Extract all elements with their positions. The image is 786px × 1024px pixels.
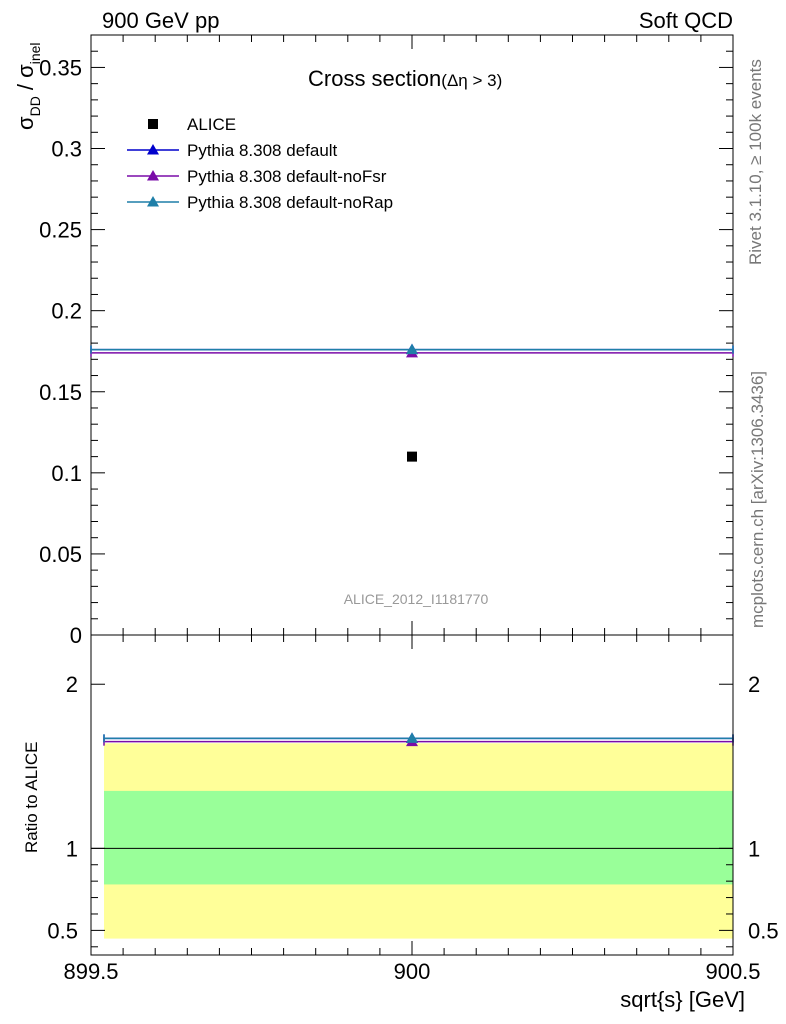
y-tick-label: 0.35 <box>39 55 82 80</box>
main-ticks <box>90 35 734 636</box>
y-axis-title: σDD / σinel <box>13 42 43 130</box>
chart-title-sub: (Δη > 3) <box>441 71 502 90</box>
ratio-tick-label-left: 2 <box>66 672 78 697</box>
rivet-note: Rivet 3.1.10, ≥ 100k events <box>746 59 765 265</box>
x-tick-label: 900 <box>394 959 431 984</box>
x-axis-title: sqrt{s} [GeV] <box>620 987 745 1012</box>
x-tick-label: 899.5 <box>63 959 118 984</box>
header-left: 900 GeV pp <box>102 8 219 33</box>
ratio-band-inner <box>104 790 733 885</box>
y-axis-sigma-dd: σ <box>13 116 38 130</box>
analysis-watermark: ALICE_2012_I1181770 <box>344 591 489 607</box>
legend-label: Pythia 8.308 default-noFsr <box>187 167 387 186</box>
ratio-tick-label-left: 1 <box>66 836 78 861</box>
legend-label: Pythia 8.308 default <box>187 141 338 160</box>
y-tick-label: 0 <box>70 623 82 648</box>
y-tick-label: 0.2 <box>51 299 82 324</box>
header-right: Soft QCD <box>639 8 733 33</box>
ratio-tick-label-right: 0.5 <box>748 918 779 943</box>
x-tick-label: 900.5 <box>705 959 760 984</box>
y-axis-sub-dd: DD <box>27 96 43 116</box>
ratio-series-marker <box>406 732 418 743</box>
legend-marker <box>148 119 158 129</box>
ratio-tick-label-right: 2 <box>748 672 760 697</box>
ratio-bands <box>91 743 733 939</box>
main-panel: 0 0.05 0.1 0.15 0.2 0.25 0.3 0.35 Cross section… <box>13 34 734 648</box>
alice-data-point <box>407 451 417 462</box>
main-tick-labels: 0 0.05 0.1 0.15 0.2 0.25 0.3 0.35 <box>39 55 82 648</box>
chart-title-main: Cross section <box>308 66 441 91</box>
main-series <box>90 343 734 462</box>
ratio-series <box>103 732 734 747</box>
legend-marker <box>147 170 159 181</box>
ratio-y-axis-title: Ratio to ALICE <box>22 741 41 853</box>
legend: ALICE Pythia 8.308 default Pythia 8.308 de… <box>127 115 393 212</box>
y-tick-label: 0.3 <box>51 137 82 162</box>
chart-title: Cross section(Δη > 3) <box>308 66 502 91</box>
x-tick-labels: 899.5 900 900.5 <box>63 959 760 984</box>
legend-marker <box>147 144 159 155</box>
y-tick-label: 0.15 <box>39 380 82 405</box>
legend-marker <box>147 196 159 207</box>
ratio-tick-label-right: 1 <box>748 836 760 861</box>
legend-label: Pythia 8.308 default-noRap <box>187 193 393 212</box>
ratio-tick-labels: 0.5 0.5 1 1 2 2 <box>47 672 778 943</box>
mc-series-marker <box>406 343 418 355</box>
legend-label: ALICE <box>187 115 236 134</box>
ratio-tick-label-left: 0.5 <box>47 918 78 943</box>
y-axis-sigma-inel: / σ <box>13 64 38 96</box>
ratio-ticks <box>90 635 734 955</box>
y-tick-label: 0.1 <box>51 461 82 486</box>
y-tick-label: 0.25 <box>39 218 82 243</box>
mcplots-note: mcplots.cern.ch [arXiv:1306.3436] <box>748 371 767 628</box>
y-axis-sub-inel: inel <box>27 42 43 64</box>
ratio-panel: 0.5 0.5 1 1 2 2 Ratio to ALICE <box>22 634 779 956</box>
y-tick-label: 0.05 <box>39 542 82 567</box>
